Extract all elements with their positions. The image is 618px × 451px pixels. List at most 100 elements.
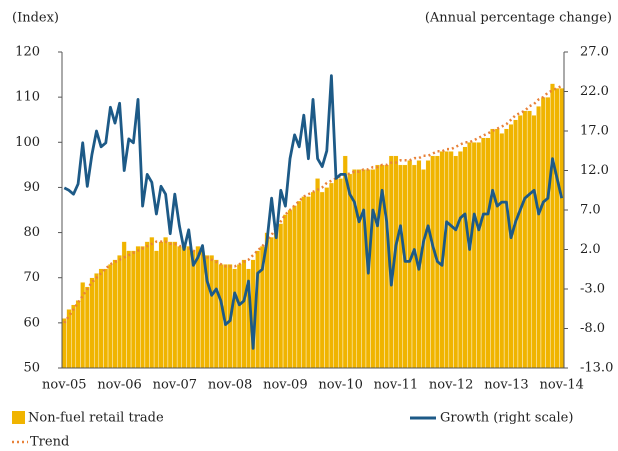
y2-tick-label: -8.0 <box>580 321 605 336</box>
bar <box>411 164 417 369</box>
bar <box>278 223 284 369</box>
bar <box>508 124 514 369</box>
y2-tick-label: -13.0 <box>580 361 613 376</box>
x-tick-label: nov-10 <box>318 378 362 393</box>
y2-axis-label: (Annual percentage change) <box>425 11 612 26</box>
x-tick-label: nov-07 <box>153 378 197 393</box>
x-tick-label: nov-12 <box>429 378 473 393</box>
bar <box>545 96 551 369</box>
bar <box>181 245 187 369</box>
bar <box>499 133 505 369</box>
bar <box>190 250 196 369</box>
x-tick-label: nov-08 <box>208 378 252 393</box>
y-tick-label: 110 <box>15 90 40 105</box>
bar <box>213 259 219 369</box>
y2-tick-label: 22.0 <box>580 84 609 99</box>
bar <box>126 250 132 369</box>
bar <box>305 196 311 369</box>
bar <box>549 83 555 369</box>
bar <box>398 164 404 369</box>
bar <box>467 142 473 369</box>
bar <box>172 241 178 369</box>
bar <box>195 245 201 369</box>
bar <box>89 277 95 369</box>
bar <box>130 250 136 369</box>
bar <box>153 250 159 369</box>
legend-label: Growth (right scale) <box>440 411 573 426</box>
x-tick-label: nov-06 <box>97 378 141 393</box>
x-tick-label: nov-11 <box>374 378 418 393</box>
bar <box>402 164 408 369</box>
bar <box>232 268 238 369</box>
bar <box>144 241 150 369</box>
bar <box>176 245 182 369</box>
bar <box>158 241 164 369</box>
bar <box>315 178 321 369</box>
bar <box>476 142 482 369</box>
y-tick-label: 90 <box>23 180 40 195</box>
bar <box>333 178 339 369</box>
bar <box>310 191 316 369</box>
legend-label: Trend <box>30 435 69 450</box>
bar <box>485 137 491 369</box>
bar <box>338 178 344 369</box>
y-tick-label: 100 <box>15 135 40 150</box>
bar <box>453 155 459 369</box>
bar <box>540 96 546 369</box>
bar <box>374 164 380 369</box>
bar <box>430 155 436 369</box>
bar <box>241 259 247 369</box>
bar <box>112 259 118 369</box>
bar <box>503 128 509 369</box>
bar <box>80 282 86 369</box>
bar <box>282 214 288 369</box>
y-tick-label: 50 <box>23 361 40 376</box>
y2-tick-label: 7.0 <box>580 203 601 218</box>
y-tick-label: 80 <box>23 225 40 240</box>
bar <box>163 236 169 369</box>
y2-tick-label: 17.0 <box>580 124 609 139</box>
y-axis-label: (Index) <box>12 11 59 26</box>
bar <box>347 173 353 369</box>
bar <box>61 318 67 369</box>
bar <box>209 254 215 369</box>
bar <box>425 160 431 369</box>
bar <box>236 263 242 369</box>
bar <box>471 142 477 369</box>
bar <box>269 236 275 369</box>
bar <box>448 151 454 369</box>
bar <box>140 245 146 369</box>
bar <box>559 87 565 369</box>
y2-tick-label: -3.0 <box>580 282 605 297</box>
y2-tick-label: 2.0 <box>580 242 601 257</box>
legend-label: Non-fuel retail trade <box>28 411 164 426</box>
bar <box>75 300 81 369</box>
bar <box>462 146 468 369</box>
x-tick-label: nov-09 <box>263 378 307 393</box>
bar <box>98 268 104 369</box>
legend-swatch <box>12 411 25 424</box>
y-tick-label: 60 <box>23 315 40 330</box>
y-tick-label: 70 <box>23 270 40 285</box>
bar <box>103 268 109 369</box>
bar <box>513 119 519 369</box>
bar <box>107 263 113 369</box>
y2-tick-label: 27.0 <box>580 45 609 60</box>
bar <box>117 254 123 369</box>
bar <box>384 164 390 369</box>
bar <box>531 114 537 369</box>
bar <box>421 169 427 369</box>
line <box>63 84 563 324</box>
y2-tick-label: 12.0 <box>580 163 609 178</box>
bar <box>517 114 523 369</box>
x-tick-label: nov-05 <box>42 378 86 393</box>
bar <box>94 273 100 369</box>
axis-frame <box>61 52 565 369</box>
x-tick-label: nov-13 <box>484 378 528 393</box>
x-tick-label: nov-14 <box>539 378 583 393</box>
bar <box>328 182 334 369</box>
bar <box>273 227 279 369</box>
bar <box>84 286 90 369</box>
bar <box>444 151 450 369</box>
